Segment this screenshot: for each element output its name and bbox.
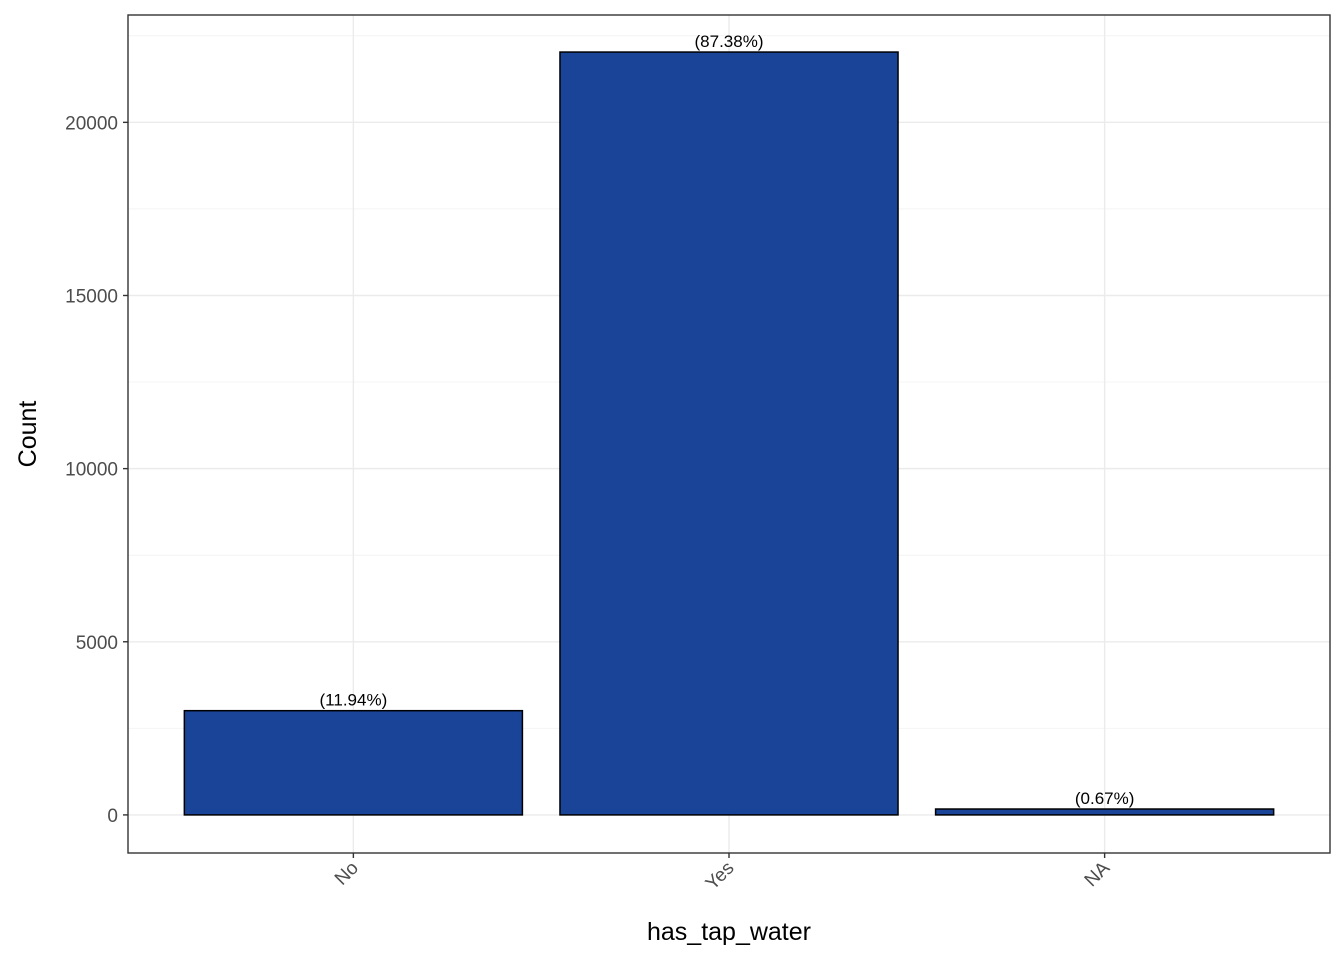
bar-yes [559, 51, 899, 816]
y-tick-label: 5000 [76, 633, 118, 654]
bar-no [183, 709, 524, 816]
x-axis-title: has_tap_water [647, 918, 811, 946]
y-tick-label: 15000 [65, 286, 118, 307]
bar-data-labels: (11.94%) (87.38%) (0.67%) [320, 32, 1135, 808]
bar-data-label: (87.38%) [695, 32, 764, 51]
bar-data-label: (0.67%) [1075, 789, 1135, 808]
bars [183, 51, 1275, 816]
y-axis: 0 5000 10000 15000 20000 [65, 113, 128, 827]
y-tick-label: 20000 [65, 113, 118, 134]
y-tick-label: 0 [107, 806, 118, 827]
y-axis-title: Count [14, 401, 42, 468]
y-tick-label: 10000 [65, 460, 118, 481]
bar-na [934, 808, 1275, 816]
bar-data-label: (11.94%) [320, 691, 388, 710]
